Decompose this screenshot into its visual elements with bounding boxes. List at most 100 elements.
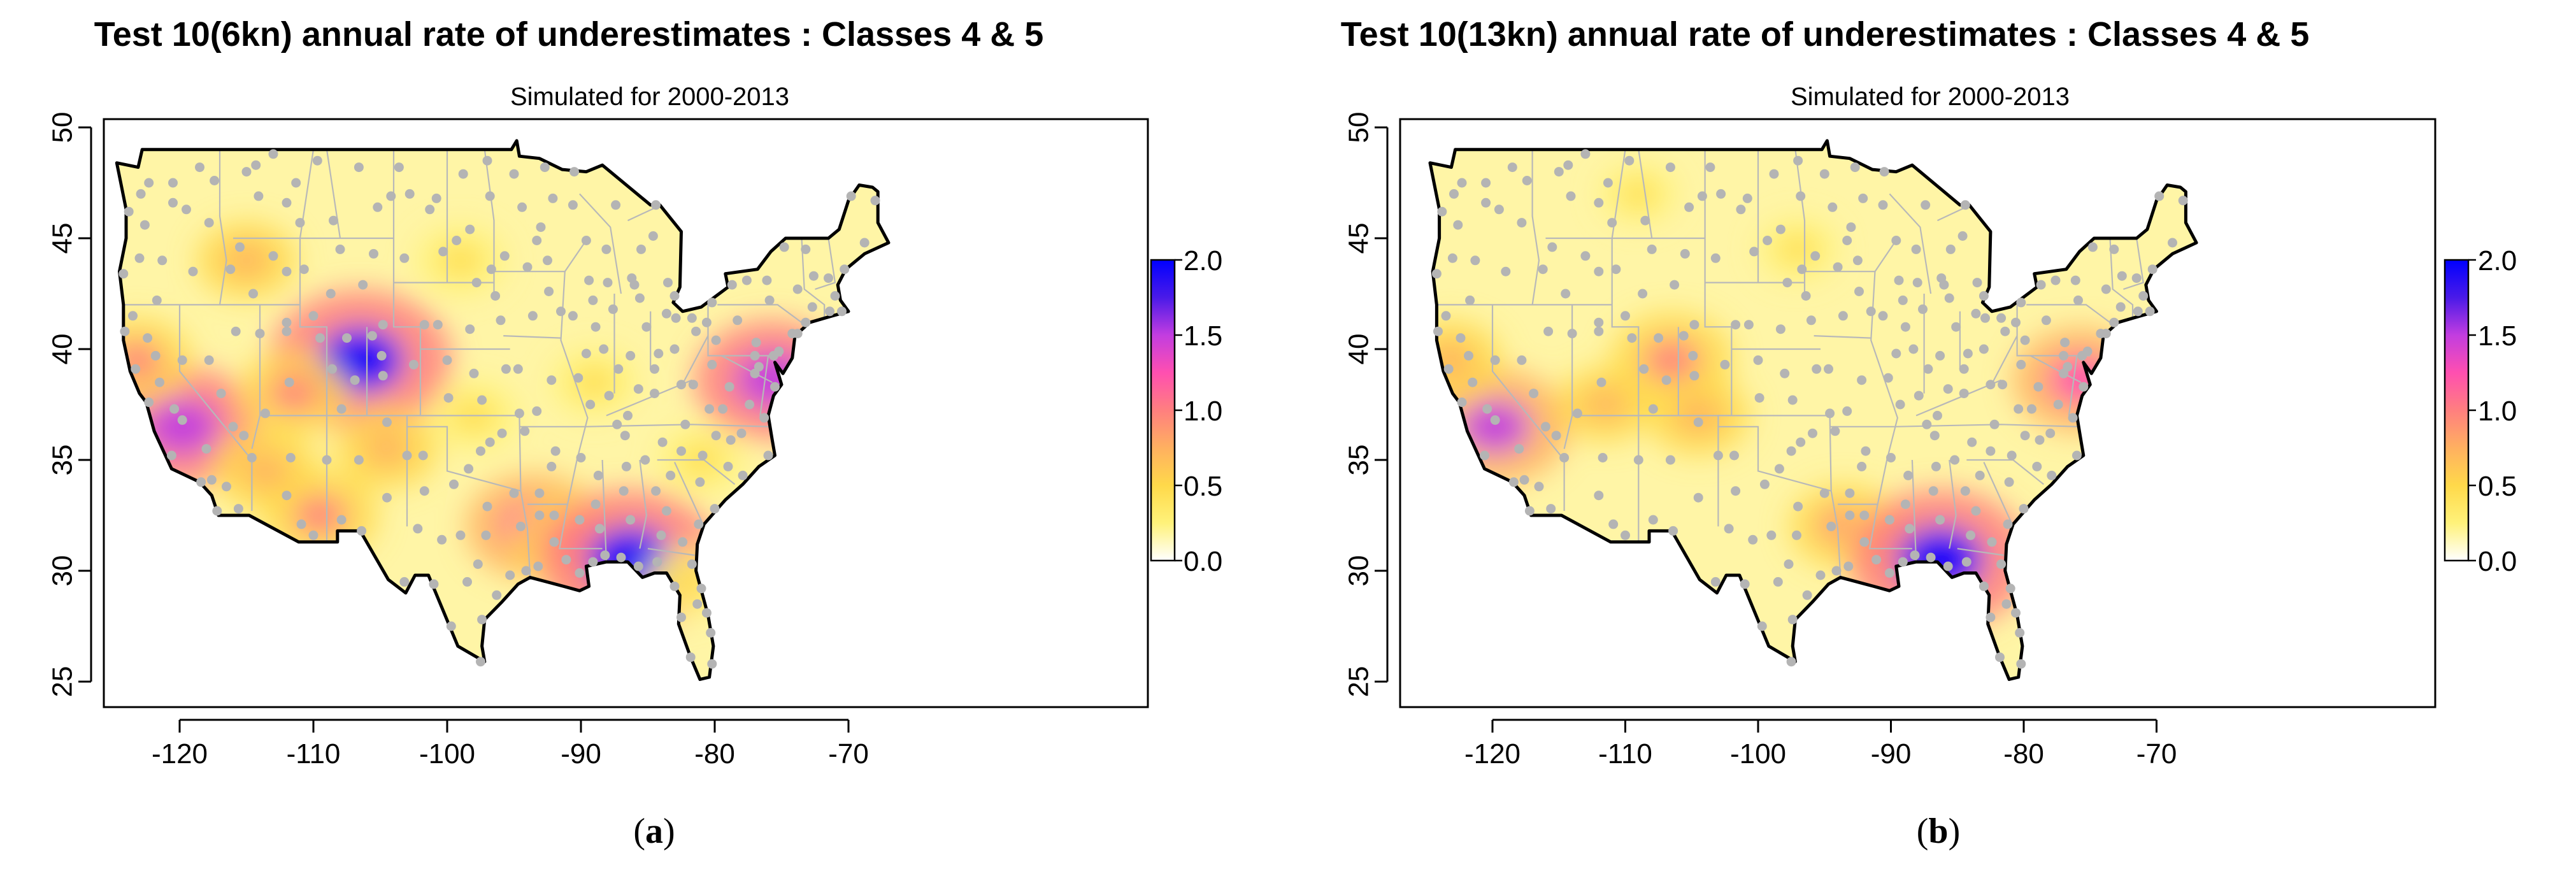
station-dot [2041,315,2051,326]
station-dot [1806,315,1816,326]
station-dot [1640,215,1650,226]
station-dot [536,222,546,233]
station-dot [1815,570,1826,580]
station-dot [612,419,622,429]
station-dot [443,393,454,403]
station-dot [1918,304,1928,314]
station-dot [532,236,542,245]
station-dot [2014,404,2024,414]
station-dot [1720,359,1730,369]
legend-tick-label: 2.0 [1184,245,1222,276]
station-dot [718,404,728,414]
station-dot [656,530,666,540]
x-tick-label: -80 [2003,738,2044,770]
station-dot [733,315,743,326]
station-dot [1729,450,1739,461]
station-dot [613,364,624,374]
station-dot [1546,504,1556,514]
station-dot [676,446,686,456]
legend-tick-label: 1.0 [1184,396,1222,427]
station-dot [1534,482,1544,492]
station-dot [2033,382,2043,392]
station-dot [549,510,559,520]
station-dot [2016,659,2026,669]
station-dot [2147,264,2157,275]
station-dot [1529,389,1539,399]
x-tick-label: -90 [561,738,601,770]
station-dot [1566,191,1576,201]
station-dot [1854,287,1864,296]
station-dot [2109,244,2119,254]
station-dot [707,359,717,369]
station-dot [1684,202,1694,212]
station-dot [584,275,594,285]
y-tick-label: 35 [1343,445,1375,476]
station-dot [633,561,643,571]
panel-b-y-axis: 25 30 35 40 45 50 [1343,112,1389,697]
station-dot [1594,317,1604,327]
station-dot [1986,612,1996,622]
station-dot [2019,504,2029,514]
station-dot [497,428,507,438]
state-boundary [218,149,227,305]
station-dot [433,320,443,330]
station-dot [2059,350,2069,361]
station-dot [462,577,472,587]
station-dot [608,304,618,314]
station-dot [404,189,415,199]
station-dot [808,271,819,281]
station-dot [825,306,835,317]
station-dot [476,446,485,456]
y-tick-label: 50 [1343,112,1375,143]
station-dot [481,530,491,540]
station-dot [1996,559,2007,570]
station-dot [386,191,396,201]
state-boundary [2109,238,2134,320]
station-dot [1464,350,1473,361]
station-dot [143,333,153,343]
station-dot [419,320,429,330]
station-dot [654,348,664,359]
station-dot [547,461,557,471]
station-dot [1996,313,2007,323]
station-dot [2045,428,2056,438]
station-dot [1944,293,1954,303]
station-dot [1808,428,1817,438]
station-dot [663,278,673,288]
station-dot [1775,224,1785,234]
station-dot [594,524,605,534]
station-dot [1793,501,1803,512]
station-dot [473,559,483,570]
station-dot [2063,362,2073,372]
station-dot [1838,311,1848,321]
station-dot [282,326,292,336]
station-dot [378,371,388,381]
station-dot [859,238,869,248]
panel-a-title: Test 10(6kn) annual rate of underestimat… [94,15,1044,54]
station-dot [1796,191,1806,201]
station-dot [650,364,659,374]
x-tick-label: -70 [828,738,869,770]
station-dot [1482,404,1492,414]
station-dot [1908,344,1919,354]
station-dot [1959,364,1969,374]
station-dot [168,197,178,208]
state-boundary [815,238,836,290]
station-dot [1898,295,1908,305]
station-dot [1995,652,2005,663]
station-dot [514,408,524,419]
station-dot [1796,437,1806,447]
station-dot [144,398,154,407]
station-dot [195,162,204,173]
state-boundary [560,271,589,505]
station-dot [2000,326,2010,336]
station-dot [738,470,748,480]
station-dot [471,278,482,288]
station-dot [2050,275,2061,285]
station-dot [342,333,352,343]
station-dot [1494,204,1504,215]
station-dot [1468,377,1478,387]
station-dot [2047,470,2057,480]
legend-tick-label: 0.5 [1184,471,1222,502]
